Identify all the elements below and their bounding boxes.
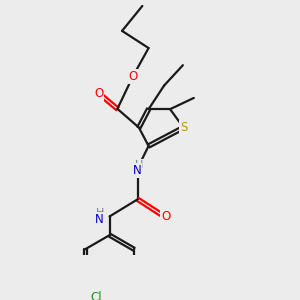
Text: O: O [128,70,138,83]
Text: N: N [95,213,104,226]
Text: H: H [135,160,143,170]
Text: S: S [180,121,187,134]
Text: H: H [95,208,104,218]
Text: Cl: Cl [90,291,102,300]
Text: O: O [94,87,103,100]
Text: O: O [161,210,170,223]
Text: N: N [133,164,142,177]
